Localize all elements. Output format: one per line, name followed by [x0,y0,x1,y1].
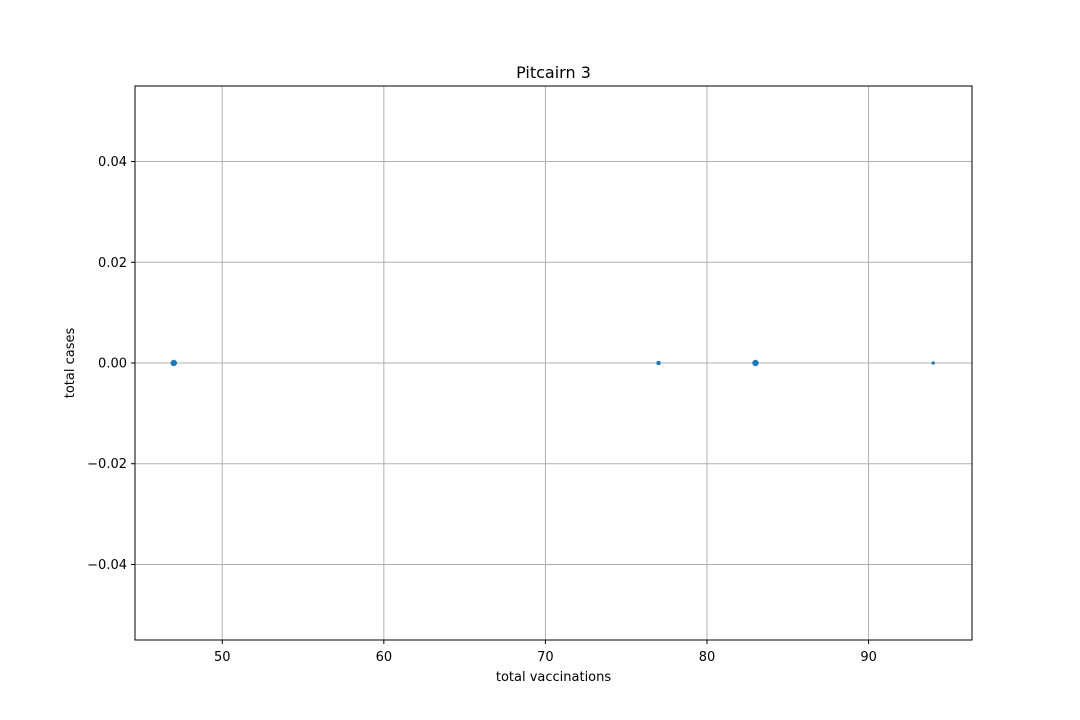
chart-title: Pitcairn 3 [516,63,591,82]
scatter-point [656,360,661,366]
x-tick-label: 80 [699,650,716,665]
y-tick-label: −0.02 [87,457,127,472]
y-tick-label: −0.04 [87,558,127,573]
scatter-point [752,359,759,367]
x-tick-label: 50 [214,650,231,665]
y-tick-label: 0.04 [98,155,127,170]
x-axis-label: total vaccinations [496,670,612,685]
x-tick-label: 70 [537,650,554,665]
data-points [170,359,935,367]
scatter-point [931,361,935,365]
scatter-point [170,359,178,367]
y-axis: −0.04 −0.02 0.00 0.02 0.04 [87,155,135,573]
x-tick-label: 60 [376,650,393,665]
grid [135,86,972,640]
y-axis-label: total cases [63,328,78,399]
x-axis: 50 60 70 80 90 [214,640,877,665]
x-tick-label: 90 [860,650,877,665]
y-tick-label: 0.00 [98,357,127,372]
y-tick-label: 0.02 [98,256,127,271]
